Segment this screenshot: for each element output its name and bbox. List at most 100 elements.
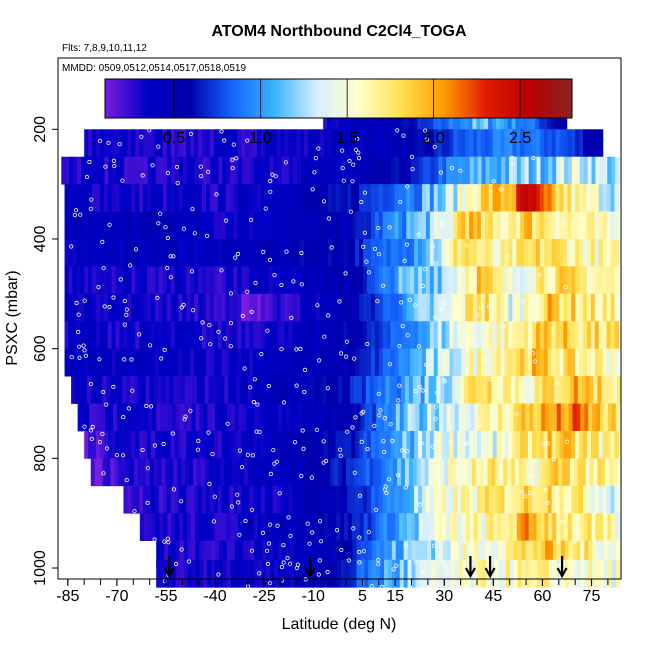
heatmap-cell bbox=[284, 266, 290, 295]
heatmap-cell bbox=[178, 129, 183, 158]
heatmap-cell bbox=[220, 458, 225, 487]
heatmap-cell bbox=[351, 238, 356, 267]
heatmap-cell bbox=[92, 156, 98, 185]
heatmap-cell bbox=[564, 156, 569, 185]
heatmap-cell bbox=[310, 376, 316, 404]
sample-point bbox=[464, 243, 469, 248]
heatmap-cell bbox=[544, 156, 549, 185]
heatmap-cell bbox=[467, 458, 473, 487]
heatmap-cell bbox=[355, 430, 360, 459]
heatmap-cell bbox=[143, 129, 148, 158]
heatmap-cell bbox=[209, 430, 215, 459]
sample-point bbox=[416, 232, 421, 237]
heatmap-cell bbox=[135, 156, 141, 185]
sample-point bbox=[236, 500, 241, 505]
heatmap-cell bbox=[614, 348, 619, 377]
heatmap-cell bbox=[260, 348, 266, 377]
heatmap-cell bbox=[112, 156, 117, 185]
heatmap-band bbox=[77, 403, 621, 432]
heatmap-cell bbox=[394, 430, 400, 459]
sample-point bbox=[424, 362, 429, 367]
heatmap-cell bbox=[363, 129, 368, 158]
heatmap-cell bbox=[312, 266, 317, 295]
heatmap-band bbox=[64, 348, 619, 377]
heatmap-cell bbox=[446, 559, 452, 588]
heatmap-cell bbox=[237, 430, 242, 459]
heatmap-cell bbox=[178, 430, 183, 459]
heatmap-cell bbox=[225, 211, 231, 240]
heatmap-cell bbox=[150, 293, 156, 322]
heatmap-cell bbox=[119, 266, 125, 295]
heatmap-cell bbox=[428, 458, 434, 487]
sample-point bbox=[556, 539, 561, 545]
heatmap-cell bbox=[139, 129, 144, 158]
heatmap-cell bbox=[280, 266, 286, 295]
heatmap-cell bbox=[127, 211, 132, 240]
heatmap-cell bbox=[228, 458, 233, 487]
heatmap-cell bbox=[162, 238, 168, 267]
x-tick-label: -70 bbox=[105, 588, 128, 605]
sample-point bbox=[449, 166, 455, 171]
heatmap-cell bbox=[516, 129, 521, 158]
heatmap-cell bbox=[314, 458, 320, 487]
heatmap-cell bbox=[531, 293, 537, 322]
heatmap-cell bbox=[609, 376, 614, 404]
heatmap-cell bbox=[186, 184, 191, 212]
heatmap-cell bbox=[242, 540, 248, 569]
heatmap-cell bbox=[147, 266, 152, 295]
heatmap-cell bbox=[524, 184, 529, 212]
heatmap-cell bbox=[373, 376, 379, 404]
heatmap-cell bbox=[178, 321, 183, 350]
sample-point bbox=[267, 581, 273, 586]
heatmap-cell bbox=[196, 376, 202, 404]
heatmap-cell bbox=[398, 293, 403, 322]
heatmap-cell bbox=[226, 540, 232, 569]
heatmap-cell bbox=[437, 238, 443, 267]
heatmap-cell bbox=[308, 348, 313, 377]
heatmap-cell bbox=[149, 458, 155, 487]
sample-point bbox=[523, 494, 528, 499]
heatmap-cell bbox=[509, 540, 515, 569]
heatmap-cell bbox=[357, 458, 363, 487]
heatmap-cell bbox=[402, 430, 407, 459]
sample-point bbox=[326, 216, 331, 221]
heatmap-cell bbox=[106, 458, 111, 487]
heatmap-cell bbox=[593, 376, 599, 404]
sample-point bbox=[101, 471, 106, 476]
heatmap-cell bbox=[296, 184, 301, 212]
heatmap-cell bbox=[319, 293, 325, 322]
heatmap-cell bbox=[340, 403, 346, 432]
heatmap-cell bbox=[390, 184, 396, 212]
sample-point bbox=[121, 414, 126, 420]
heatmap-cell bbox=[398, 485, 403, 514]
heatmap-cell bbox=[323, 485, 329, 514]
heatmap-cell bbox=[139, 211, 144, 240]
sample-point bbox=[88, 206, 93, 211]
heatmap-cell bbox=[469, 211, 474, 240]
heatmap-cell bbox=[541, 403, 546, 432]
sample-point bbox=[300, 428, 305, 433]
heatmap-cell bbox=[351, 156, 357, 185]
heatmap-cell bbox=[531, 211, 537, 240]
heatmap-cell bbox=[182, 321, 187, 350]
heatmap-cell bbox=[496, 266, 502, 295]
sample-point bbox=[310, 187, 315, 192]
heatmap-cell bbox=[289, 559, 295, 588]
heatmap-cell bbox=[185, 458, 190, 487]
heatmap-cell bbox=[94, 458, 100, 487]
heatmap-cell bbox=[214, 513, 219, 542]
heatmap-cell bbox=[488, 293, 494, 322]
heatmap-cell bbox=[461, 430, 466, 459]
sample-point bbox=[216, 572, 221, 577]
sample-point bbox=[317, 558, 322, 563]
heatmap-cell bbox=[378, 485, 384, 514]
sample-point bbox=[541, 441, 546, 446]
heatmap-cell bbox=[576, 559, 582, 588]
heatmap-cell bbox=[160, 540, 165, 569]
sample-point bbox=[82, 424, 87, 429]
heatmap-cell bbox=[270, 403, 275, 432]
heatmap-cell bbox=[614, 293, 619, 322]
heatmap-cell bbox=[300, 348, 305, 377]
sample-point bbox=[199, 174, 204, 179]
heatmap-cell bbox=[437, 129, 443, 158]
